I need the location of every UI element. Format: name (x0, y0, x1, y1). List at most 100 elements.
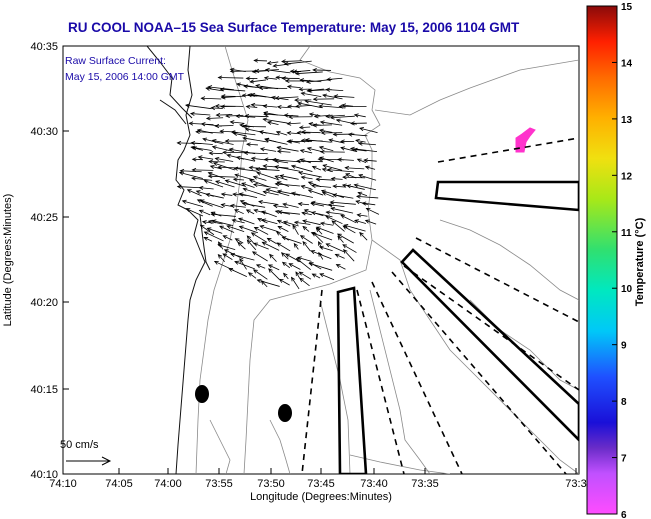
current-vector (211, 145, 235, 153)
current-vector (298, 271, 312, 280)
colorbar-tick-label: 10 (621, 284, 633, 295)
current-vector (276, 189, 301, 196)
x-tick-label: 73:35 (411, 478, 439, 490)
current-vector (299, 149, 313, 154)
current-vector (276, 149, 291, 154)
current-vector (307, 189, 324, 196)
current-vector (338, 104, 367, 109)
current-vector (298, 170, 322, 178)
current-vector (352, 147, 367, 152)
current-vector (286, 84, 301, 89)
current-vector (207, 174, 236, 179)
current-vector (267, 264, 280, 271)
current-vector (205, 192, 224, 199)
current-vector (220, 95, 245, 100)
current-vector (319, 149, 345, 154)
current-vector (266, 120, 279, 125)
current-vector (311, 165, 322, 171)
current-vector (325, 114, 345, 119)
current-vector (326, 167, 354, 173)
current-vector (203, 179, 224, 188)
current-vector (239, 200, 255, 207)
current-vector (263, 76, 277, 81)
current-vector (233, 166, 258, 172)
current-vector (186, 189, 202, 197)
current-vector (312, 97, 335, 102)
current-vector (343, 224, 366, 232)
coastline (175, 46, 206, 474)
current-vector (272, 63, 291, 68)
current-vector (301, 211, 312, 216)
current-vector (214, 156, 234, 162)
current-vector (207, 219, 223, 225)
current-vector (302, 225, 310, 232)
current-vector (276, 104, 290, 110)
current-vector (197, 155, 214, 160)
current-vector (259, 147, 277, 152)
current-vector (275, 130, 288, 136)
current-vector (176, 184, 203, 189)
current-vector (210, 212, 236, 217)
x-tick-label: 74:10 (49, 478, 77, 490)
x-tick-label: 73:50 (257, 478, 285, 490)
colorbar-tick-label: 6 (621, 510, 627, 519)
current-vector (277, 210, 300, 215)
current-vector (281, 261, 291, 269)
radar-beam-lines (301, 137, 579, 474)
current-vector (261, 218, 278, 225)
current-vector (262, 104, 278, 109)
current-vector (262, 190, 279, 196)
current-vector (354, 219, 366, 224)
current-vector (235, 114, 256, 119)
current-vector (356, 158, 367, 163)
y-tick-label: 40:25 (30, 212, 58, 224)
current-vector (234, 238, 244, 244)
current-vector (224, 138, 247, 144)
map-title: RU COOL NOAA–15 Sea Surface Temperature:… (68, 20, 520, 35)
current-vector (310, 250, 332, 260)
current-vector (203, 231, 224, 242)
current-vector (234, 209, 244, 215)
current-vector (302, 219, 321, 226)
current-vector (319, 221, 334, 226)
y-tick-label: 40:35 (30, 41, 58, 53)
current-vector (276, 242, 291, 252)
current-vector (217, 243, 236, 251)
current-vector (215, 112, 233, 118)
colorbar-tick-label: 8 (621, 397, 627, 408)
current-vector (364, 165, 376, 170)
current-vector (196, 199, 213, 207)
current-vector (356, 213, 368, 218)
current-vector (311, 183, 332, 189)
current-vector (242, 187, 266, 197)
current-vector (226, 224, 245, 232)
current-vector (255, 167, 280, 172)
current-vector (199, 224, 215, 236)
current-vector (365, 207, 380, 215)
current-vector (223, 249, 244, 260)
current-vector (199, 199, 224, 209)
current-vector (250, 232, 268, 243)
current-vector (265, 188, 290, 197)
y-tick-label: 40:10 (30, 469, 58, 481)
current-vector (211, 219, 234, 227)
current-vector (258, 130, 280, 136)
current-vector (315, 177, 335, 182)
current-vector (229, 69, 256, 74)
station-marker (195, 385, 209, 403)
current-vector (242, 136, 269, 143)
current-vector (353, 183, 376, 191)
current-vector (207, 171, 226, 180)
current-vector (191, 167, 214, 173)
current-vector (246, 239, 257, 251)
current-vector (346, 184, 365, 190)
current-vector (329, 200, 356, 205)
current-vector (255, 264, 266, 269)
colorbar-tick-label: 13 (621, 115, 633, 126)
current-vector (238, 192, 258, 199)
current-vector (208, 159, 225, 164)
current-vector (308, 112, 321, 117)
current-vector (357, 141, 376, 146)
current-vector (210, 105, 223, 111)
